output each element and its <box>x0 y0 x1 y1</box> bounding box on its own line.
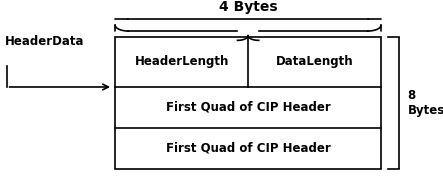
Text: First Quad of CIP Header: First Quad of CIP Header <box>166 101 330 114</box>
Text: HeaderLength: HeaderLength <box>134 55 229 68</box>
Text: 8
Bytes: 8 Bytes <box>408 89 443 117</box>
Text: DataLength: DataLength <box>276 55 354 68</box>
Text: First Quad of CIP Header: First Quad of CIP Header <box>166 142 330 155</box>
Bar <box>115 37 381 169</box>
Text: HeaderData: HeaderData <box>4 35 84 48</box>
Text: 4 Bytes: 4 Bytes <box>219 0 277 14</box>
